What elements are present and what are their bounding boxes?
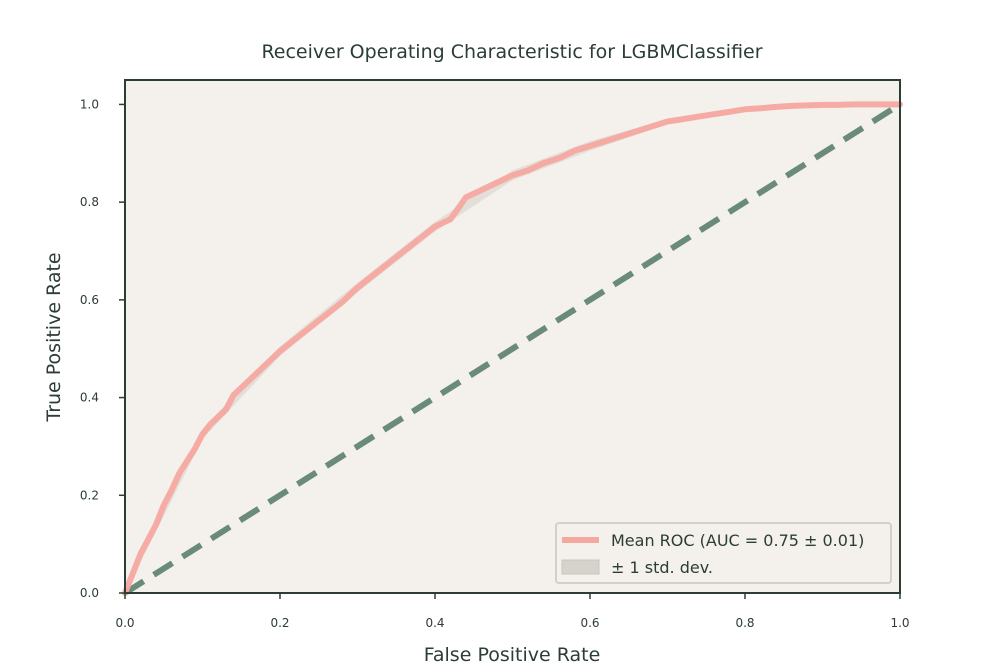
chart-title: Receiver Operating Characteristic for LG… (261, 41, 762, 63)
mean-roc-line (122, 101, 903, 596)
y-tick-label: 0.6 (80, 293, 99, 307)
y-axis-label: True Positive Rate (43, 252, 65, 422)
x-axis-label: False Positive Rate (424, 644, 601, 666)
y-tick-label: 1.0 (80, 97, 99, 111)
x-tick-label: 1.0 (890, 616, 909, 630)
plot-area (125, 80, 900, 593)
y-tick-label: 0.0 (80, 586, 99, 600)
y-tick-label: 0.2 (80, 488, 99, 502)
legend-swatch-std-band (561, 559, 600, 575)
x-tick-label: 0.4 (425, 616, 444, 630)
legend-label-std-band: ± 1 std. dev. (611, 558, 713, 577)
x-tick-label: 0.2 (270, 616, 289, 630)
legend: Mean ROC (AUC = 0.75 ± 0.01) ± 1 std. de… (555, 522, 892, 584)
chance-line-layer (123, 101, 902, 596)
y-tick-label: 0.4 (80, 391, 99, 405)
mean-roc-layer (122, 101, 903, 596)
plot-frame (124, 79, 901, 594)
x-tick-label: 0.8 (735, 616, 754, 630)
legend-box (555, 522, 892, 584)
y-axis-ticks: 0.0 0.2 0.4 0.6 0.8 1.0 (80, 97, 125, 600)
x-axis-ticks: 0.0 0.2 0.4 0.6 0.8 1.0 (115, 593, 910, 630)
x-tick-label: 0.6 (580, 616, 599, 630)
y-tick-label: 0.8 (80, 195, 99, 209)
chance-diagonal-line (123, 101, 902, 596)
legend-label-mean-roc: Mean ROC (AUC = 0.75 ± 0.01) (611, 531, 864, 550)
x-tick-label: 0.0 (115, 616, 134, 630)
